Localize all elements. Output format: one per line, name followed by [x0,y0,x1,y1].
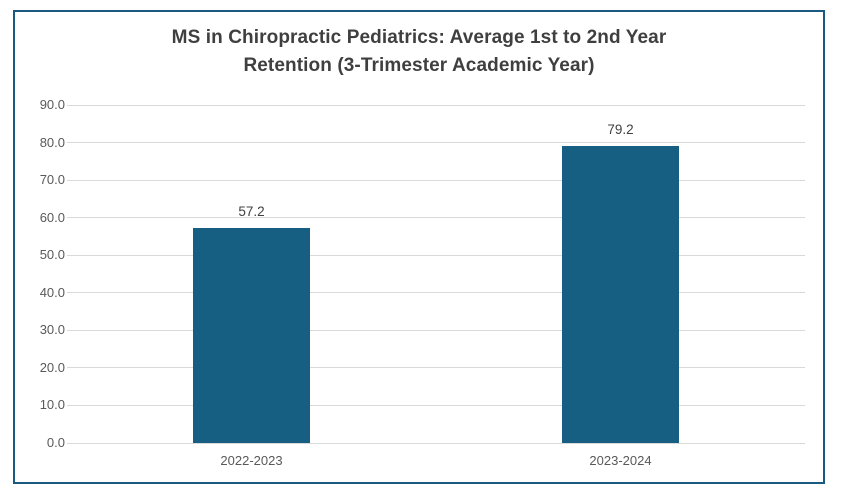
chart-title: MS in Chiropractic Pediatrics: Average 1… [15,24,823,80]
data-label-2022-2023: 57.2 [238,204,265,220]
y-tick-label: 60.0 [39,209,65,225]
gridline [67,442,805,444]
gridline [67,292,805,294]
y-axis: 0.0 10.0 20.0 30.0 40.0 50.0 60.0 70.0 80.0 90.0 [15,97,65,450]
y-tick-label: 0.0 [46,435,65,450]
data-label-2023-2024: 79.2 [607,121,634,137]
gridline [67,142,805,144]
x-category-label: 2022-2023 [220,453,283,468]
gridline [67,367,805,369]
gridline [67,104,805,106]
chart-title-line2: Retention (3-Trimester Academic Year) [243,55,595,76]
y-tick-label: 10.0 [39,397,65,413]
gridline [67,329,805,331]
y-tick-label: 90.0 [39,97,65,112]
gridline [67,254,805,256]
gridline [67,217,805,219]
gridline [67,404,805,406]
y-tick-label: 50.0 [39,247,65,263]
bar-2023-2024 [562,145,679,443]
chart-frame: MS in Chiropractic Pediatrics: Average 1… [13,10,825,484]
gridline [67,179,805,181]
x-category-label: 2023-2024 [589,453,652,468]
y-tick-label: 20.0 [39,359,65,375]
y-tick-label: 30.0 [39,322,65,338]
x-axis: 2022-2023 2023-2024 [67,443,805,473]
y-tick-label: 40.0 [39,284,65,300]
chart-title-line1: MS in Chiropractic Pediatrics: Average 1… [171,27,667,48]
y-tick-label: 70.0 [39,172,65,188]
bar-2022-2023 [193,228,310,443]
y-tick-label: 80.0 [39,134,65,150]
plot-area: 57.2 79.2 [67,104,805,444]
